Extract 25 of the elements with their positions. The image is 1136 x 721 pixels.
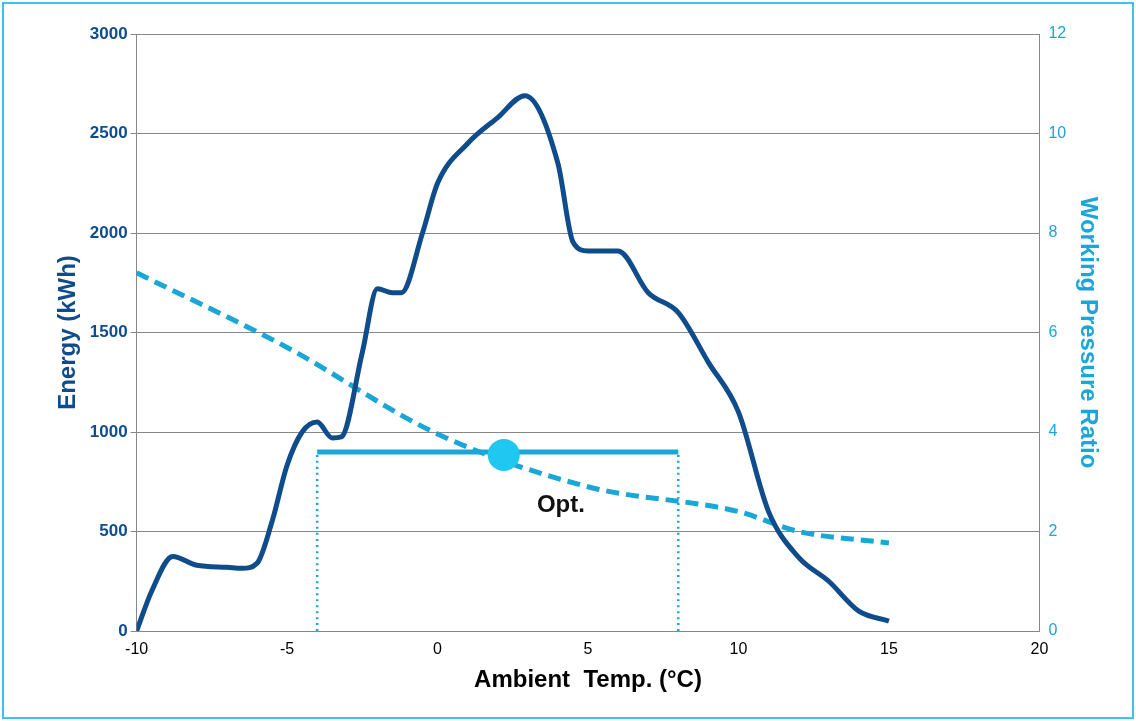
y2-tick-label: 8 — [1048, 223, 1058, 241]
x-tick-label: 5 — [583, 640, 593, 658]
y2-tick-label: 2 — [1048, 521, 1058, 539]
y2-tick-label: 6 — [1048, 322, 1058, 340]
y-axis-title: Energy (kWh) — [53, 255, 81, 410]
annotation: Opt. — [536, 490, 585, 518]
x-tick-label: 20 — [1030, 640, 1049, 658]
y-tick-label: 2500 — [89, 123, 128, 143]
y-tick-label: 0 — [118, 620, 128, 640]
x-tick-label: 0 — [433, 640, 443, 658]
y2-tick-label: 4 — [1048, 422, 1058, 440]
y-tick-label: 2000 — [89, 222, 128, 242]
x-axis-title: Ambient Temp. (°C) — [474, 665, 702, 693]
y-tick-label: 500 — [99, 521, 128, 541]
y2-tick-label: 0 — [1048, 621, 1058, 639]
y2-tick-label: 10 — [1048, 123, 1067, 141]
y-tick-label: 1000 — [89, 421, 128, 441]
x-tick-label: 15 — [880, 640, 898, 658]
x-tick-label: -5 — [279, 640, 295, 658]
x-tick-label: -10 — [125, 640, 149, 658]
y-tick-label: 3000 — [89, 23, 128, 43]
y2-axis-title: Working Pressure Ratio — [1075, 196, 1103, 469]
x-tick-label: 10 — [729, 640, 748, 658]
y-tick-label: 1500 — [89, 322, 128, 342]
y2-tick-label: 12 — [1048, 24, 1067, 42]
